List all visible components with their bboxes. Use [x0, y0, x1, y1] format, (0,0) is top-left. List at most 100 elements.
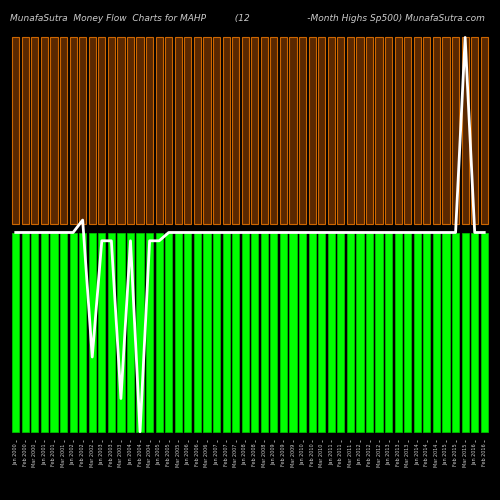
Bar — [70, 38, 76, 224]
Bar — [356, 232, 364, 432]
Bar — [290, 38, 296, 224]
Bar — [442, 38, 450, 224]
Bar — [442, 232, 450, 432]
Bar — [79, 232, 86, 432]
Bar — [32, 38, 38, 224]
Bar — [79, 38, 86, 224]
Bar — [261, 38, 268, 224]
Bar — [280, 232, 287, 432]
Bar — [184, 232, 192, 432]
Bar — [280, 38, 287, 224]
Bar — [404, 232, 411, 432]
Bar — [146, 232, 153, 432]
Bar — [222, 38, 230, 224]
Bar — [213, 38, 220, 224]
Bar — [328, 232, 335, 432]
Bar — [242, 232, 249, 432]
Bar — [270, 232, 278, 432]
Bar — [471, 232, 478, 432]
Bar — [251, 232, 258, 432]
Bar — [118, 38, 124, 224]
Bar — [385, 232, 392, 432]
Bar — [204, 232, 210, 432]
Bar — [12, 38, 20, 224]
Bar — [146, 38, 153, 224]
Bar — [136, 38, 143, 224]
Bar — [98, 232, 106, 432]
Bar — [184, 38, 192, 224]
Bar — [174, 232, 182, 432]
Bar — [424, 38, 430, 224]
Bar — [232, 232, 239, 432]
Bar — [480, 232, 488, 432]
Bar — [299, 38, 306, 224]
Bar — [318, 38, 326, 224]
Bar — [22, 232, 29, 432]
Bar — [108, 38, 115, 224]
Bar — [194, 38, 201, 224]
Bar — [213, 232, 220, 432]
Bar — [108, 232, 115, 432]
Bar — [242, 38, 249, 224]
Bar — [60, 38, 67, 224]
Bar — [385, 38, 392, 224]
Bar — [328, 38, 335, 224]
Bar — [270, 38, 278, 224]
Bar — [480, 38, 488, 224]
Bar — [41, 232, 48, 432]
Bar — [394, 232, 402, 432]
Bar — [366, 38, 373, 224]
Bar — [156, 38, 162, 224]
Bar — [462, 232, 468, 432]
Bar — [165, 38, 172, 224]
Bar — [299, 232, 306, 432]
Bar — [232, 38, 239, 224]
Bar — [290, 232, 296, 432]
Bar — [261, 232, 268, 432]
Bar — [165, 232, 172, 432]
Bar — [70, 232, 76, 432]
Bar — [414, 38, 421, 224]
Bar — [98, 38, 106, 224]
Bar — [376, 38, 382, 224]
Bar — [41, 38, 48, 224]
Bar — [462, 38, 468, 224]
Bar — [347, 232, 354, 432]
Bar — [394, 38, 402, 224]
Bar — [414, 232, 421, 432]
Bar — [222, 232, 230, 432]
Bar — [118, 232, 124, 432]
Bar — [308, 38, 316, 224]
Bar — [127, 232, 134, 432]
Bar — [452, 38, 459, 224]
Bar — [471, 38, 478, 224]
Bar — [32, 232, 38, 432]
Bar — [347, 38, 354, 224]
Bar — [338, 38, 344, 224]
Bar — [366, 232, 373, 432]
Bar — [204, 38, 210, 224]
Bar — [338, 232, 344, 432]
Bar — [194, 232, 201, 432]
Bar — [60, 232, 67, 432]
Bar — [308, 232, 316, 432]
Bar — [318, 232, 326, 432]
Bar — [136, 232, 143, 432]
Bar — [127, 38, 134, 224]
Bar — [424, 232, 430, 432]
Bar — [22, 38, 29, 224]
Bar — [356, 38, 364, 224]
Bar — [251, 38, 258, 224]
Bar — [12, 232, 20, 432]
Bar — [452, 232, 459, 432]
Bar — [50, 232, 58, 432]
Bar — [404, 38, 411, 224]
Bar — [376, 232, 382, 432]
Bar — [88, 232, 96, 432]
Bar — [433, 232, 440, 432]
Bar — [50, 38, 58, 224]
Bar — [433, 38, 440, 224]
Bar — [174, 38, 182, 224]
Text: MunafaSutra  Money Flow  Charts for MAHP          (12                    -Month : MunafaSutra Money Flow Charts for MAHP (… — [10, 14, 485, 23]
Bar — [88, 38, 96, 224]
